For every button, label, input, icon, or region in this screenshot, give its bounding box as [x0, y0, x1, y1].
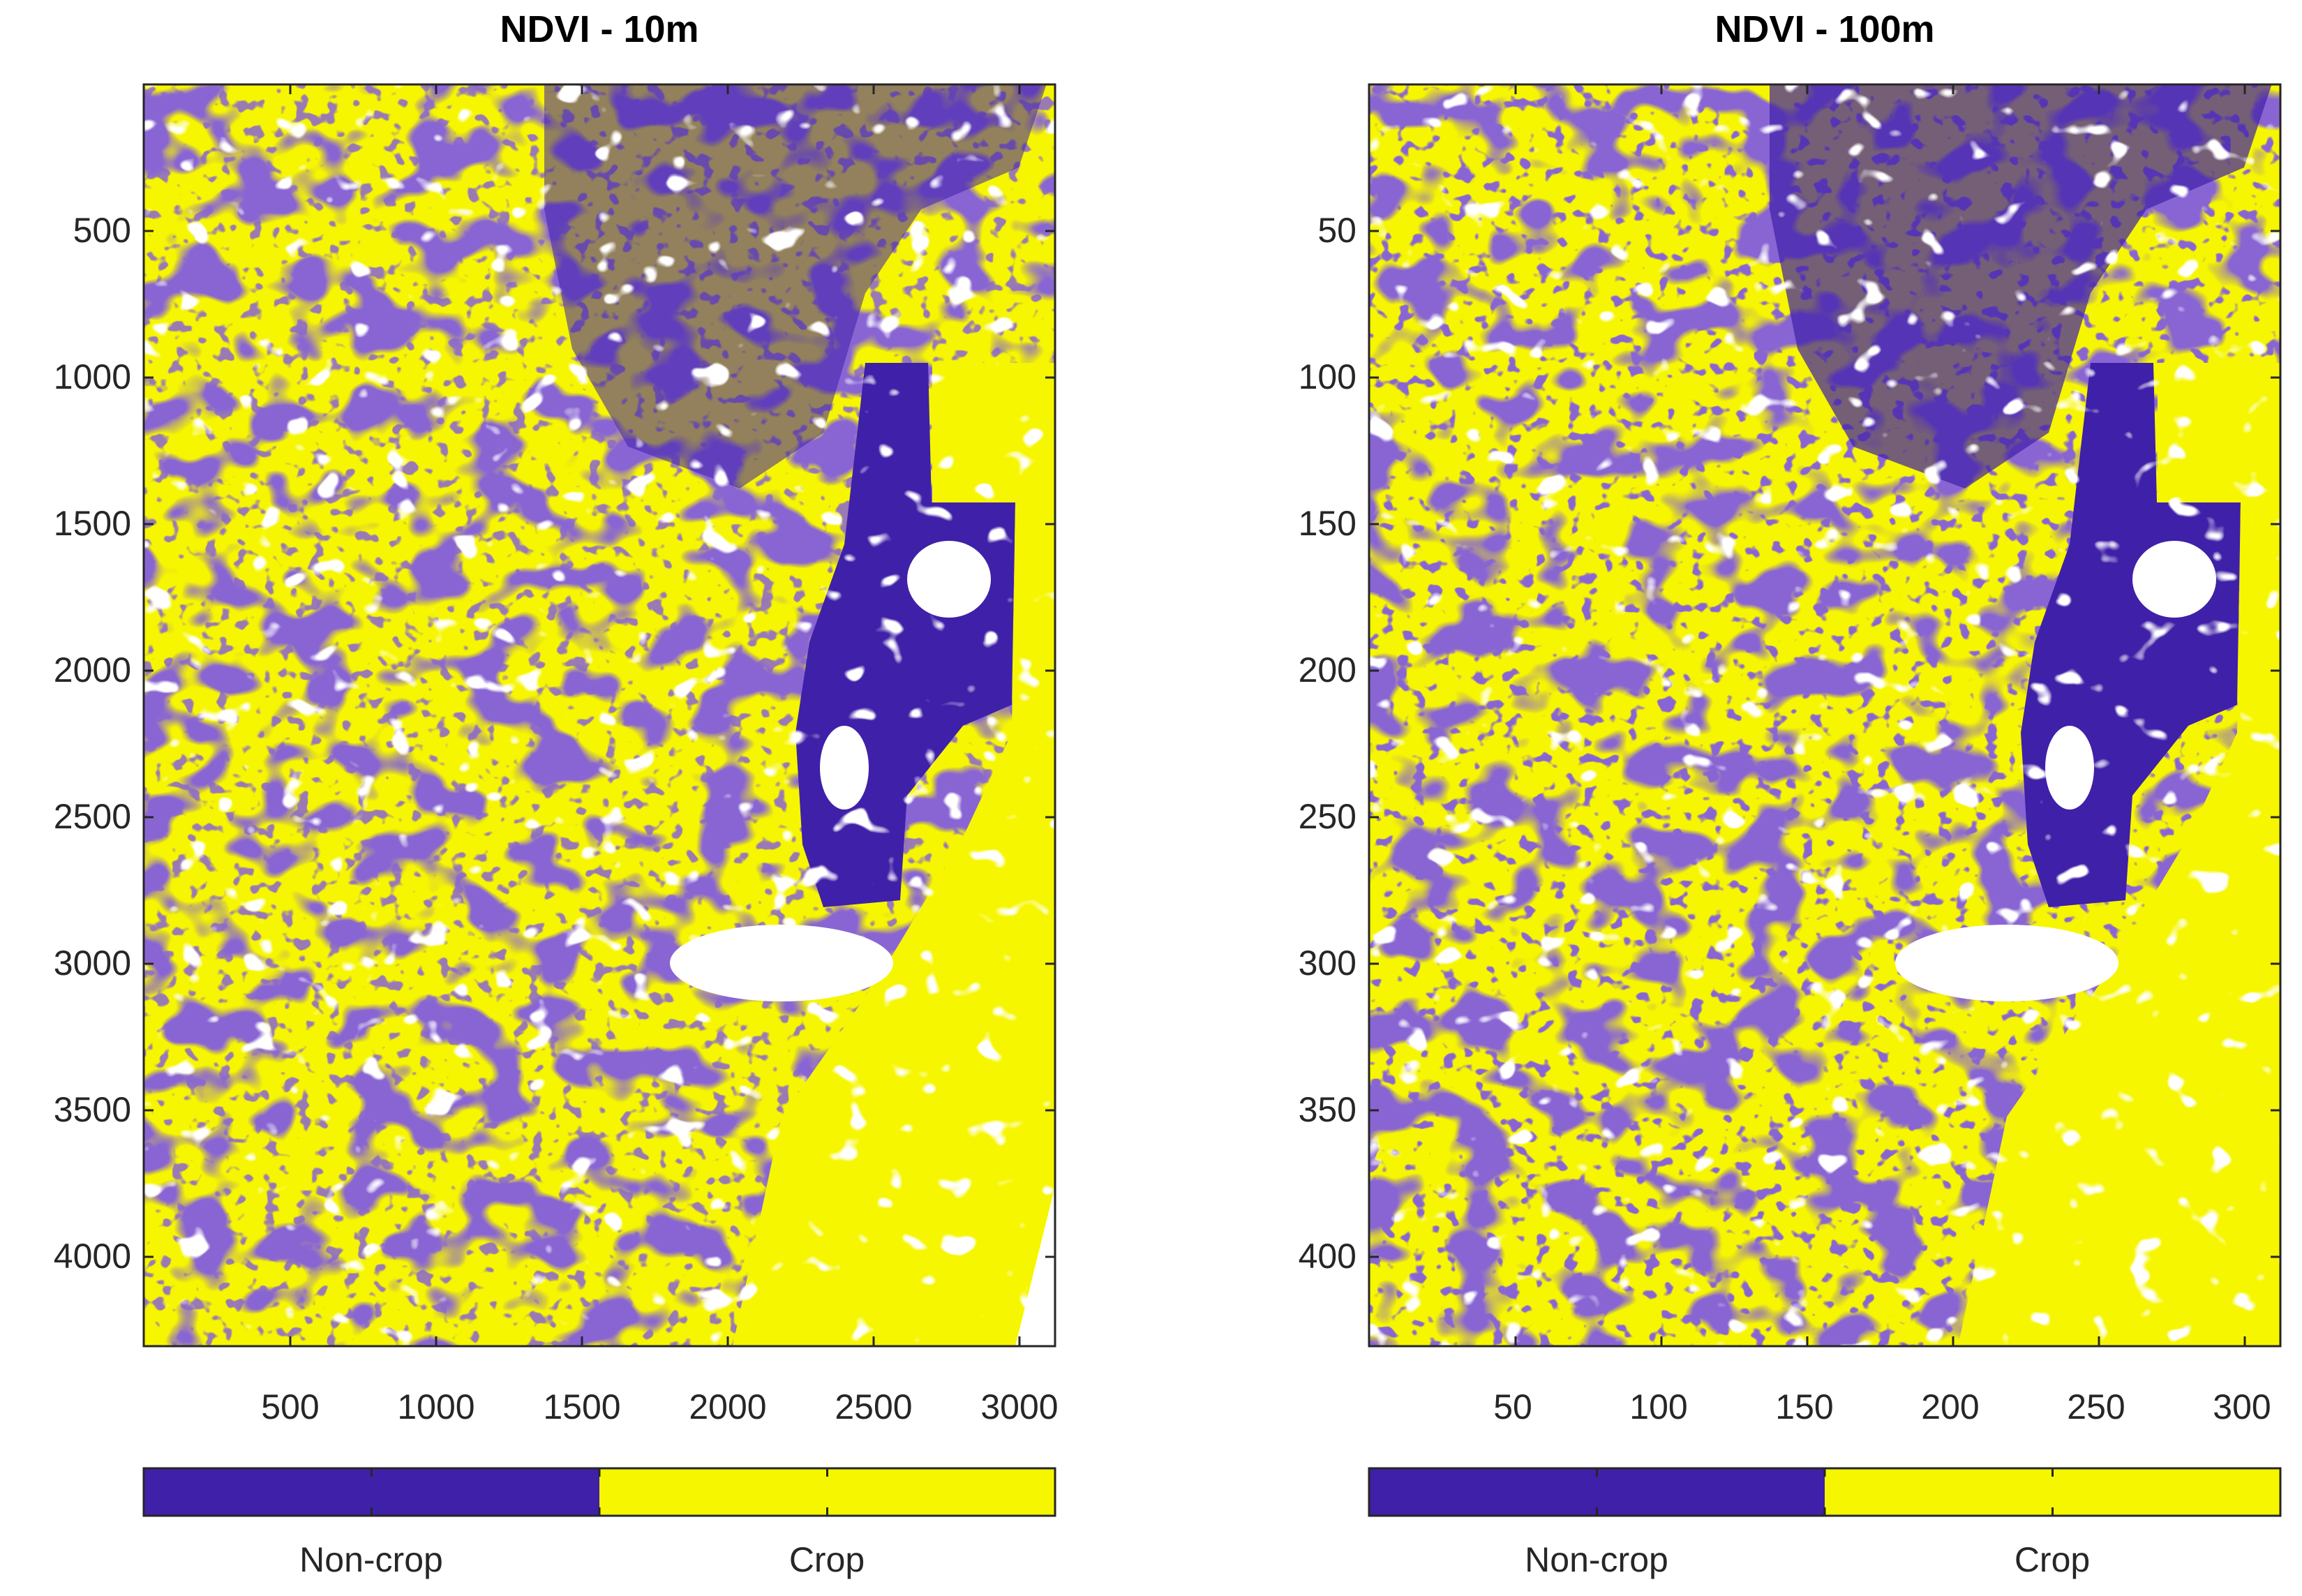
classification-map [144, 84, 1055, 1346]
x-tick-label: 150 [1775, 1387, 1833, 1426]
x-tick-label: 100 [1629, 1387, 1687, 1426]
y-tick-label: 3500 [54, 1090, 131, 1129]
panel-100m: NDVI - 100m 50 100 150 200 250 300 350 4… [1299, 8, 2282, 1579]
map-cloud [1895, 925, 2118, 1001]
panel-title: NDVI - 100m [1714, 8, 1934, 50]
x-axis: 500 1000 1500 2000 2500 3000 [261, 1387, 1058, 1426]
map-cloud [2132, 541, 2216, 618]
x-tick-label: 1500 [543, 1387, 620, 1426]
tick-marks [144, 84, 2280, 1516]
y-tick-label: 100 [1299, 357, 1356, 396]
y-tick-label: 200 [1299, 650, 1356, 689]
map-cloud [820, 726, 869, 810]
axes-box [1368, 83, 2282, 1348]
y-tick-label: 150 [1299, 504, 1356, 543]
colorbar-label-non-crop: Non-crop [299, 1540, 443, 1579]
y-tick-label: 50 [1317, 211, 1356, 250]
y-tick-label: 500 [73, 211, 131, 250]
map-cloud-mask [144, 84, 1055, 1346]
y-tick-label: 3000 [54, 944, 131, 983]
x-tick-label: 500 [261, 1387, 319, 1426]
y-tick-label: 1500 [54, 504, 131, 543]
colorbar: Non-crop Crop [1368, 1467, 2282, 1579]
panel-title: NDVI - 10m [500, 8, 698, 50]
map-cloud [907, 541, 991, 618]
x-tick-label: 250 [2067, 1387, 2125, 1426]
y-tick-label: 1000 [54, 357, 131, 396]
map-cloud [2045, 726, 2094, 810]
panel-10m: NDVI - 10m 500 1000 1500 2000 2500 [54, 8, 1059, 1579]
x-axis: 50 100 150 200 250 300 [1493, 1387, 2271, 1426]
colorbar-label-non-crop: Non-crop [1525, 1540, 1668, 1579]
map-nodata-edge [1015, 1186, 1055, 1346]
y-tick-label: 300 [1299, 944, 1356, 983]
x-tick-label: 50 [1493, 1387, 1532, 1426]
axes-box [142, 83, 1056, 1348]
x-tick-label: 300 [2213, 1387, 2271, 1426]
colorbar-label-crop: Crop [789, 1540, 865, 1579]
y-axis: 500 1000 1500 2000 2500 3000 3500 4000 [54, 211, 131, 1276]
y-tick-label: 2000 [54, 650, 131, 689]
colorbar: Non-crop Crop [142, 1467, 1056, 1579]
y-axis: 50 100 150 200 250 300 350 400 [1299, 211, 1356, 1276]
x-tick-label: 200 [1921, 1387, 1979, 1426]
y-tick-label: 2500 [54, 797, 131, 836]
x-tick-label: 2500 [835, 1387, 912, 1426]
y-tick-label: 250 [1299, 797, 1356, 836]
map-cloud [670, 925, 893, 1001]
colorbar-label-crop: Crop [2015, 1540, 2090, 1579]
x-tick-label: 2000 [689, 1387, 766, 1426]
y-tick-label: 350 [1299, 1090, 1356, 1129]
map-cloud-mask [1369, 84, 2280, 1346]
x-tick-label: 3000 [980, 1387, 1058, 1426]
x-tick-label: 1000 [397, 1387, 474, 1426]
y-tick-label: 400 [1299, 1237, 1356, 1276]
y-tick-label: 4000 [54, 1237, 131, 1276]
classification-map [1369, 84, 2280, 1346]
